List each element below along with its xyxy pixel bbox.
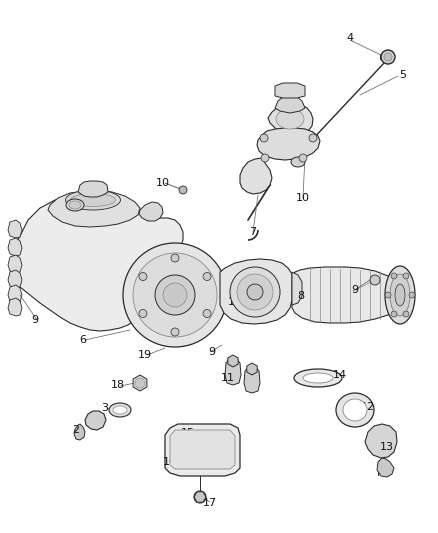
Circle shape	[230, 267, 280, 317]
Polygon shape	[292, 272, 302, 305]
Text: 2: 2	[72, 425, 80, 435]
Text: 9: 9	[32, 315, 39, 325]
Circle shape	[133, 253, 217, 337]
Circle shape	[385, 292, 391, 298]
Polygon shape	[8, 255, 22, 273]
Circle shape	[237, 274, 273, 310]
Ellipse shape	[291, 157, 305, 167]
Polygon shape	[292, 267, 398, 323]
Circle shape	[391, 311, 397, 317]
Polygon shape	[8, 298, 22, 316]
Text: 19: 19	[138, 350, 152, 360]
Polygon shape	[377, 458, 394, 477]
Ellipse shape	[276, 109, 304, 129]
Polygon shape	[365, 424, 397, 458]
Text: 5: 5	[399, 70, 406, 80]
Polygon shape	[244, 366, 260, 393]
Text: 10: 10	[228, 297, 242, 307]
Circle shape	[381, 50, 395, 64]
Circle shape	[123, 243, 227, 347]
Polygon shape	[183, 286, 220, 305]
Ellipse shape	[71, 193, 116, 206]
Circle shape	[203, 310, 211, 318]
Circle shape	[163, 283, 187, 307]
Polygon shape	[48, 190, 140, 227]
Circle shape	[309, 134, 317, 142]
Polygon shape	[8, 285, 22, 303]
Text: 8: 8	[297, 291, 304, 301]
Polygon shape	[225, 358, 241, 385]
Polygon shape	[170, 430, 235, 469]
Ellipse shape	[343, 399, 367, 421]
Circle shape	[203, 272, 211, 280]
Text: 6: 6	[80, 335, 86, 345]
Polygon shape	[247, 363, 257, 375]
Ellipse shape	[113, 406, 127, 414]
Circle shape	[403, 311, 409, 317]
Polygon shape	[240, 158, 272, 194]
Circle shape	[370, 275, 380, 285]
Circle shape	[403, 273, 409, 279]
Polygon shape	[8, 270, 22, 288]
Text: 17: 17	[203, 498, 217, 508]
Circle shape	[171, 328, 179, 336]
Circle shape	[155, 275, 195, 315]
Polygon shape	[275, 95, 305, 113]
Text: 10: 10	[156, 178, 170, 188]
Text: 14: 14	[333, 370, 347, 380]
Circle shape	[384, 53, 392, 61]
Polygon shape	[78, 181, 108, 197]
Polygon shape	[275, 83, 305, 98]
Text: 12: 12	[361, 402, 375, 412]
Ellipse shape	[395, 284, 405, 306]
Text: 11: 11	[221, 373, 235, 383]
Circle shape	[139, 310, 147, 318]
Ellipse shape	[294, 369, 342, 387]
Ellipse shape	[69, 201, 81, 209]
Circle shape	[171, 254, 179, 262]
Circle shape	[179, 186, 187, 194]
Circle shape	[135, 378, 145, 388]
Text: 16: 16	[163, 457, 177, 467]
Polygon shape	[8, 238, 22, 256]
Polygon shape	[74, 424, 85, 440]
Text: 4: 4	[346, 33, 353, 43]
Ellipse shape	[336, 393, 374, 427]
Polygon shape	[228, 355, 238, 367]
Text: 13: 13	[380, 442, 394, 452]
Polygon shape	[165, 424, 240, 476]
Polygon shape	[194, 492, 206, 502]
Polygon shape	[133, 375, 147, 391]
Ellipse shape	[66, 199, 84, 211]
Ellipse shape	[303, 373, 333, 383]
Circle shape	[409, 292, 415, 298]
Text: 18: 18	[111, 380, 125, 390]
Polygon shape	[139, 202, 163, 221]
Polygon shape	[257, 128, 320, 160]
Polygon shape	[220, 259, 292, 324]
Circle shape	[139, 272, 147, 280]
Circle shape	[299, 154, 307, 162]
Polygon shape	[85, 411, 106, 430]
Ellipse shape	[109, 403, 131, 417]
Ellipse shape	[390, 274, 410, 316]
Text: 3: 3	[102, 403, 109, 413]
Text: 9: 9	[208, 347, 215, 357]
Text: 10: 10	[296, 193, 310, 203]
Polygon shape	[8, 220, 22, 238]
Polygon shape	[10, 196, 183, 331]
Text: 15: 15	[181, 428, 195, 438]
Polygon shape	[268, 103, 313, 137]
Circle shape	[261, 154, 269, 162]
Text: 9: 9	[351, 285, 359, 295]
Circle shape	[194, 491, 206, 503]
Ellipse shape	[66, 190, 120, 210]
Text: 7: 7	[249, 227, 257, 237]
Circle shape	[260, 134, 268, 142]
Ellipse shape	[385, 266, 415, 324]
Circle shape	[247, 284, 263, 300]
Circle shape	[391, 273, 397, 279]
